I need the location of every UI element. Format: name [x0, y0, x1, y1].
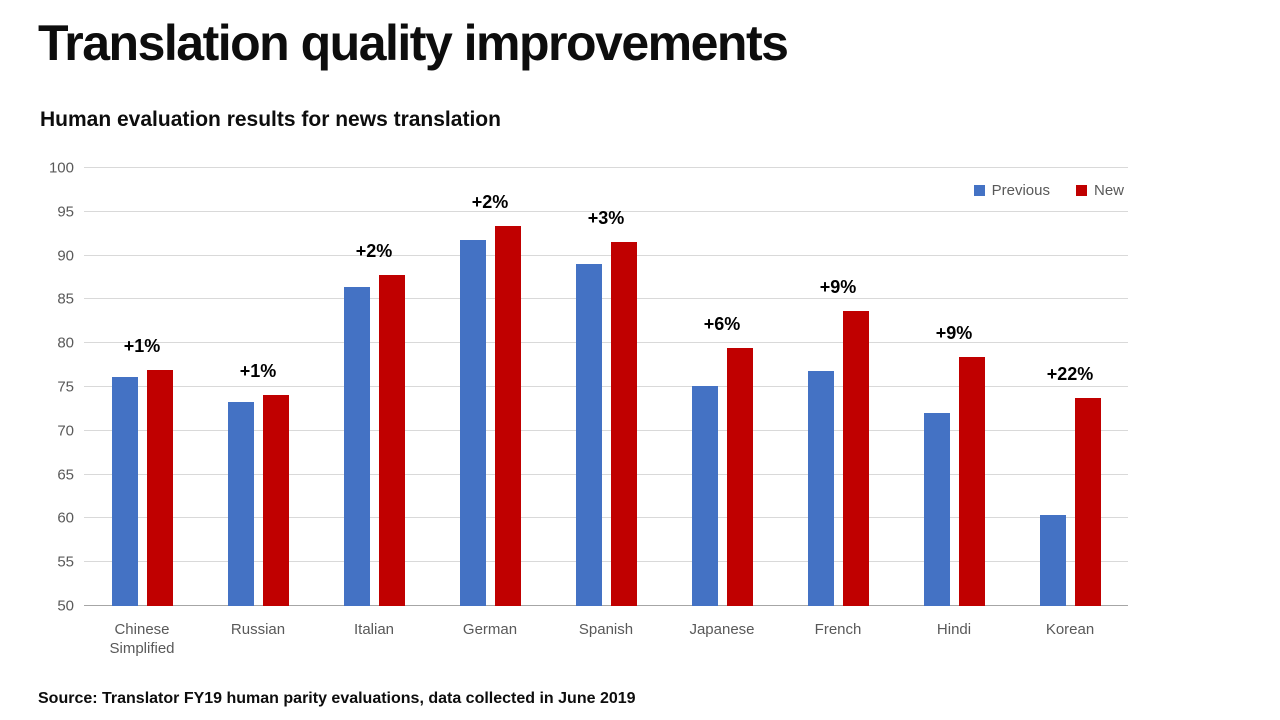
- bar-group: +1%: [200, 168, 316, 606]
- legend-swatch: [973, 185, 985, 196]
- y-tick-label: 50: [57, 597, 74, 615]
- bar-value-label: +3%: [587, 208, 625, 229]
- bar-value-label: +2%: [355, 240, 393, 261]
- bar-previous: [807, 371, 834, 606]
- bar-chart: Previous New 50 55 60 65 70 75 80 85 90 95 100 +1% +1…: [38, 158, 1140, 658]
- bar-group: +2%: [316, 168, 432, 606]
- x-category-label: German: [432, 621, 548, 640]
- bar-previous: [691, 386, 718, 606]
- x-category-label-text: Russian: [230, 621, 286, 638]
- legend-item-new: New: [1075, 182, 1124, 199]
- bar-previous: [227, 401, 254, 606]
- y-tick-label: 100: [48, 159, 74, 177]
- legend-label: Previous: [991, 182, 1050, 199]
- y-tick-label: 55: [57, 553, 74, 571]
- y-tick-label: 60: [57, 509, 74, 527]
- bar-value-label: +9%: [819, 276, 857, 297]
- x-category-label-text: Spanish: [578, 621, 634, 638]
- bar-value-label: +1%: [239, 360, 277, 381]
- y-tick-label: 70: [57, 422, 74, 440]
- gridline: [84, 473, 1128, 475]
- x-category-label: Japanese: [664, 621, 780, 640]
- legend-swatch: [1075, 185, 1087, 196]
- bar-group: +22%: [1012, 168, 1128, 606]
- legend-item-previous: Previous: [973, 182, 1050, 199]
- bar-group: +2%: [432, 168, 548, 606]
- bar-new: [842, 310, 869, 606]
- chart-subtitle: Human evaluation results for news transl…: [40, 108, 501, 131]
- y-tick-label: 85: [57, 290, 74, 308]
- y-tick-label: 90: [57, 247, 74, 265]
- x-category-label: Spanish: [548, 621, 664, 640]
- bar-new: [1074, 398, 1101, 606]
- x-category-label-text: Chinese Simplified: [109, 621, 175, 657]
- x-category-label-text: Hindi: [936, 621, 972, 638]
- y-tick-label: 75: [57, 378, 74, 396]
- bar-previous: [923, 413, 950, 606]
- y-tick-label: 80: [57, 334, 74, 352]
- x-category-label-text: German: [462, 621, 518, 638]
- gridline: [84, 342, 1128, 344]
- source-note: Source: Translator FY19 human parity eva…: [38, 690, 636, 707]
- chart-legend: Previous New: [973, 182, 1124, 199]
- x-category-label-text: Korean: [1045, 621, 1095, 638]
- gridline: [84, 167, 1128, 168]
- bar-new: [610, 242, 637, 606]
- gridline: [84, 561, 1128, 563]
- bar-value-label: +1%: [123, 336, 161, 357]
- page-title: Translation quality improvements: [38, 15, 789, 71]
- bar-previous: [575, 264, 602, 606]
- plot-area: Previous New 50 55 60 65 70 75 80 85 90 95 100 +1% +1…: [49, 160, 1128, 615]
- x-axis-labels: Chinese Simplified Russian Italian German Sp…: [84, 612, 1128, 658]
- bar-value-label: +6%: [703, 313, 741, 334]
- bar-group: +6%: [664, 168, 780, 606]
- y-tick-label: 65: [57, 466, 74, 484]
- gridline: [84, 254, 1128, 256]
- bar-new: [726, 347, 753, 606]
- bar-previous: [343, 287, 370, 606]
- x-category-label-text: Japanese: [689, 621, 755, 638]
- bar-value-label: +22%: [1046, 364, 1094, 385]
- gridline: [84, 517, 1128, 519]
- bar-group: +9%: [780, 168, 896, 606]
- x-category-label: Hindi: [896, 621, 1012, 640]
- bar-group: +1%: [84, 168, 200, 606]
- bar-new: [262, 394, 289, 606]
- bar-value-label: +9%: [935, 323, 973, 344]
- x-category-label-text: French: [814, 621, 862, 638]
- x-category-label-text: Italian: [353, 621, 395, 638]
- bar-previous: [1039, 514, 1066, 606]
- bar-new: [146, 370, 173, 606]
- x-category-label: Italian: [316, 621, 432, 640]
- bar-new: [378, 274, 405, 606]
- bar-group: +3%: [548, 168, 664, 606]
- gridline: [84, 386, 1128, 387]
- bar-previous: [459, 239, 486, 606]
- gridline: [84, 210, 1128, 212]
- y-tick-label: 95: [57, 203, 74, 221]
- bar-value-label: +2%: [471, 191, 509, 212]
- bar-group: +9%: [896, 168, 1012, 606]
- x-category-label: French: [780, 621, 896, 640]
- x-category-label: Russian: [200, 621, 316, 640]
- bar-previous: [111, 377, 138, 606]
- bar-new: [958, 357, 985, 606]
- x-axis-line: [84, 605, 1128, 606]
- legend-label: New: [1093, 182, 1124, 199]
- x-category-label: Chinese Simplified: [84, 621, 200, 659]
- gridline: [84, 298, 1128, 300]
- x-category-label: Korean: [1012, 621, 1128, 640]
- bar-new: [494, 225, 521, 606]
- bar-groups: +1% +1% +2% +2% +3% +6% +9% +9% +22%: [84, 168, 1128, 606]
- gridline: [84, 429, 1128, 431]
